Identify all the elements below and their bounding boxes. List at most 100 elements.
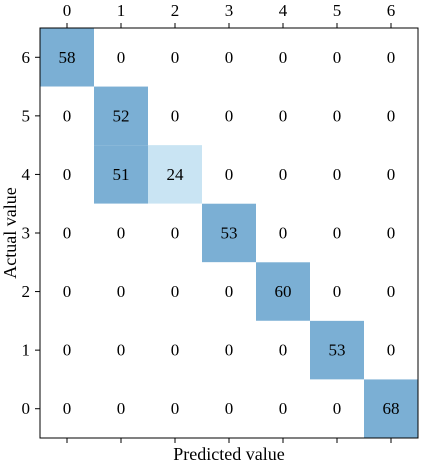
heatmap-cell-r3-c4 [256, 203, 310, 263]
cell-value-r3-c6: 0 [387, 224, 396, 243]
heatmap-cell-r5-c2 [148, 320, 202, 380]
heatmap-cell-r5-c3 [202, 320, 256, 380]
cell-value-r1-c1: 52 [113, 106, 130, 125]
heatmap-cell-r2-c5 [310, 145, 364, 204]
cell-value-r2-c2: 24 [167, 165, 185, 184]
heatmap-cells [40, 28, 418, 438]
heatmap-cell-r5-c0 [40, 320, 94, 380]
cell-value-r0-c4: 0 [279, 48, 288, 67]
cell-value-r4-c4: 60 [275, 282, 292, 301]
x-tick-label-3: 3 [225, 1, 234, 20]
cell-value-r0-c2: 0 [171, 48, 180, 67]
cell-value-r5-c3: 0 [225, 341, 234, 360]
y-axis-ticks [35, 56, 40, 410]
y-tick-label-5: 5 [22, 106, 31, 125]
heatmap-cell-r2-c1 [94, 145, 148, 204]
heatmap-cell-r4-c5 [310, 262, 364, 321]
cell-value-r6-c4: 0 [279, 399, 288, 418]
heatmap-cell-r3-c1 [94, 203, 148, 263]
heatmap-cell-r0-c5 [310, 28, 364, 87]
x-tick-label-4: 4 [279, 1, 288, 20]
y-tick-label-3: 3 [22, 224, 31, 243]
heatmap-cell-r0-c2 [148, 28, 202, 87]
cell-value-r6-c3: 0 [225, 399, 234, 418]
heatmap-cell-r6-c1 [94, 379, 148, 438]
cell-value-r5-c2: 0 [171, 341, 180, 360]
cell-value-r2-c5: 0 [333, 165, 342, 184]
heatmap-cell-labels: 58 0 0 0 0 0 0 0 52 0 0 0 0 0 0 51 24 0 0 0 0 0 0 0 53 0 0 0 0 0 0 0 60 0… [59, 48, 400, 418]
cell-value-r1-c5: 0 [333, 106, 342, 125]
cell-value-r5-c1: 0 [117, 341, 126, 360]
y-tick-label-4: 4 [22, 165, 31, 184]
heatmap-cell-r2-c4 [256, 145, 310, 204]
cell-value-r2-c3: 0 [225, 165, 234, 184]
cell-value-r4-c3: 0 [225, 282, 234, 301]
heatmap-cell-r0-c6 [364, 28, 418, 87]
heatmap-cell-r2-c0 [40, 145, 94, 204]
cell-value-r6-c5: 0 [333, 399, 342, 418]
heatmap-cell-r4-c6 [364, 262, 418, 321]
heatmap-cell-r6-c4 [256, 379, 310, 438]
heatmap-cell-r4-c0 [40, 262, 94, 321]
cell-value-r5-c6: 0 [387, 341, 396, 360]
cell-value-r6-c2: 0 [171, 399, 180, 418]
heatmap-cell-r6-c0 [40, 379, 94, 438]
cell-value-r6-c0: 0 [63, 399, 72, 418]
heatmap-cell-r0-c3 [202, 28, 256, 87]
heatmap-cell-r6-c6 [364, 379, 418, 438]
heatmap-cell-r1-c0 [40, 86, 94, 146]
cell-value-r0-c3: 0 [225, 48, 234, 67]
heatmap-cell-r1-c4 [256, 86, 310, 146]
heatmap-cell-r2-c2 [148, 145, 202, 204]
cell-value-r0-c0: 58 [59, 48, 76, 67]
cell-value-r1-c4: 0 [279, 106, 288, 125]
cell-value-r3-c4: 0 [279, 224, 288, 243]
cell-value-r2-c1: 51 [113, 165, 130, 184]
heatmap-cell-r3-c2 [148, 203, 202, 263]
cell-value-r5-c4: 0 [279, 341, 288, 360]
y-tick-label-2: 2 [22, 282, 31, 301]
cell-value-r4-c1: 0 [117, 282, 126, 301]
heatmap-cell-r1-c5 [310, 86, 364, 146]
cell-value-r4-c6: 0 [387, 282, 396, 301]
heatmap-cell-r5-c5 [310, 320, 364, 380]
y-tick-label-0: 0 [22, 399, 31, 418]
heatmap-cell-r3-c5 [310, 203, 364, 263]
cell-value-r1-c6: 0 [387, 106, 396, 125]
cell-value-r0-c5: 0 [333, 48, 342, 67]
cell-value-r2-c4: 0 [279, 165, 288, 184]
heatmap-cell-r0-c4 [256, 28, 310, 87]
heatmap-cell-r5-c1 [94, 320, 148, 380]
cell-value-r1-c2: 0 [171, 106, 180, 125]
heatmap-cell-r4-c2 [148, 262, 202, 321]
cell-value-r2-c6: 0 [387, 165, 396, 184]
x-axis-label: Predicted value [173, 444, 284, 464]
heatmap-cell-r4-c4 [256, 262, 310, 321]
y-axis-tick-labels: 6 5 4 3 2 1 0 [22, 48, 31, 418]
cell-value-r2-c0: 0 [63, 165, 72, 184]
heatmap-cell-r3-c0 [40, 203, 94, 263]
x-tick-label-1: 1 [117, 1, 126, 20]
cell-value-r1-c3: 0 [225, 106, 234, 125]
cell-value-r4-c0: 0 [63, 282, 72, 301]
heatmap-cell-r1-c3 [202, 86, 256, 146]
heatmap-cell-r2-c6 [364, 145, 418, 204]
cell-value-r4-c5: 0 [333, 282, 342, 301]
heatmap-cell-r3-c3 [202, 203, 256, 263]
heatmap-cell-r5-c4 [256, 320, 310, 380]
heatmap-cell-r3-c6 [364, 203, 418, 263]
x-axis-tick-labels: 0 1 2 3 4 5 6 [63, 1, 396, 20]
x-tick-label-5: 5 [333, 1, 342, 20]
x-axis-ticks [66, 23, 392, 443]
cell-value-r3-c3: 53 [221, 224, 238, 243]
cell-value-r3-c1: 0 [117, 224, 126, 243]
heatmap-cell-r5-c6 [364, 320, 418, 380]
cell-value-r5-c5: 53 [329, 341, 346, 360]
heatmap-cell-r4-c1 [94, 262, 148, 321]
cell-value-r3-c2: 0 [171, 224, 180, 243]
cell-value-r3-c0: 0 [63, 224, 72, 243]
heatmap-cell-r0-c1 [94, 28, 148, 87]
cell-value-r6-c1: 0 [117, 399, 126, 418]
y-tick-label-6: 6 [22, 48, 31, 67]
